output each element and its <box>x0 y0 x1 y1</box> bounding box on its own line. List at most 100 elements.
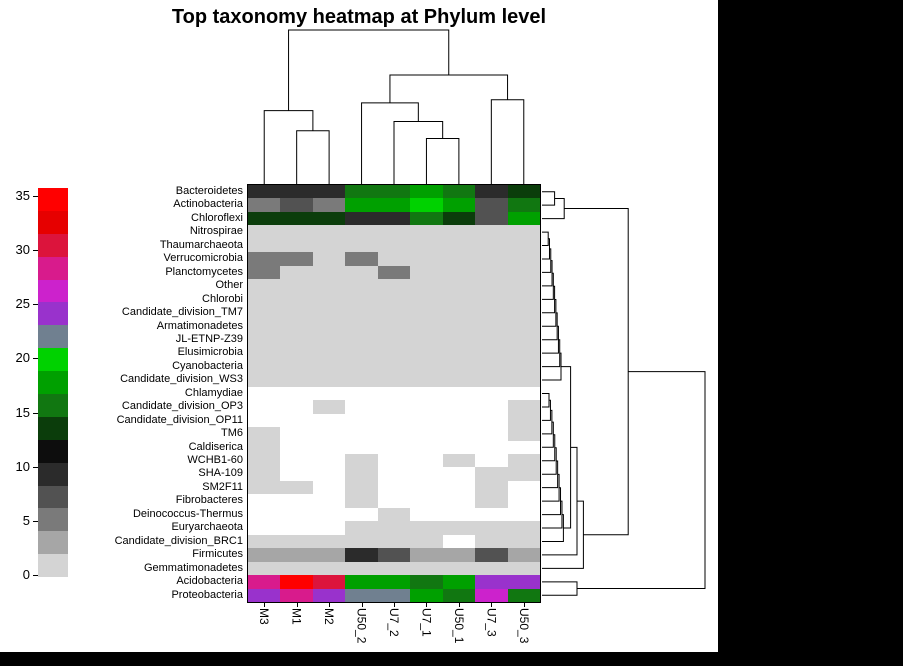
heatmap-cell <box>345 386 378 401</box>
heatmap-cell <box>280 319 313 333</box>
heatmap-cell <box>507 346 540 360</box>
row-dendrogram-branch <box>542 434 556 462</box>
heatmap-cell <box>280 427 313 441</box>
heatmap-cell <box>507 440 540 455</box>
colorbar-segment <box>38 371 68 395</box>
heatmap-cell <box>442 561 476 576</box>
column-tick <box>426 602 428 607</box>
heatmap-cell <box>377 332 411 347</box>
heatmap-cell <box>475 306 508 320</box>
heatmap-cell <box>442 480 476 495</box>
heatmap-cell <box>410 588 443 602</box>
column-label: U50_1 <box>451 608 466 644</box>
heatmap-cell <box>312 319 346 333</box>
colorbar-segment <box>38 577 68 601</box>
heatmap-cell <box>507 494 540 508</box>
row-dendrogram-branch <box>542 460 559 489</box>
heatmap-cell <box>248 521 281 535</box>
heatmap-cell <box>410 548 443 562</box>
heatmap-cell <box>507 521 540 535</box>
heatmap-cell <box>442 494 476 508</box>
heatmap-cell <box>345 292 378 307</box>
column-dendrogram-branch <box>288 29 450 111</box>
colorbar-segment <box>38 233 68 257</box>
heatmap-cell <box>280 346 313 360</box>
heatmap-cell <box>248 306 281 320</box>
column-dendrogram-branch <box>393 120 444 185</box>
colorbar-segment <box>38 439 68 463</box>
heatmap-cell <box>312 359 346 374</box>
row-dendrogram-branch <box>542 352 562 381</box>
heatmap-cell <box>507 332 540 347</box>
heatmap-cell <box>280 386 313 401</box>
row-dendrogram-branch <box>542 473 560 502</box>
heatmap-cell <box>475 480 508 495</box>
heatmap-figure: Top taxonomy heatmap at Phylum level 0 5 1… <box>0 0 718 652</box>
heatmap-cell <box>507 588 540 602</box>
heatmap-cell <box>312 332 346 347</box>
column-dendrogram-branch <box>389 74 509 103</box>
heatmap-cell <box>345 561 378 576</box>
heatmap-cell <box>377 252 411 266</box>
heatmap-cell <box>377 400 411 414</box>
heatmap-cell <box>280 185 313 199</box>
colorbar-tick-label: 0 <box>22 567 30 582</box>
heatmap-cell <box>345 225 378 239</box>
heatmap-cell <box>377 319 411 333</box>
color-scale-legend <box>38 188 68 601</box>
heatmap-cell <box>345 588 378 602</box>
heatmap-cell <box>442 359 476 374</box>
row-label: Thaumarchaeota <box>159 238 243 251</box>
row-label: Actinobacteria <box>173 198 243 211</box>
heatmap-cell <box>507 373 540 387</box>
row-label: Candidate_division_OP3 <box>121 400 243 413</box>
heatmap-cell <box>377 494 411 508</box>
heatmap-cell <box>377 413 411 428</box>
heatmap-cell <box>475 279 508 293</box>
heatmap-cell <box>475 265 508 280</box>
heatmap-cell <box>312 454 346 468</box>
row-label: Chlamydiae <box>184 386 243 399</box>
heatmap-cell <box>442 279 476 293</box>
heatmap-cell <box>377 306 411 320</box>
heatmap-cell <box>475 319 508 333</box>
heatmap-cell <box>442 386 476 401</box>
heatmap-cell <box>377 279 411 293</box>
row-label: Candidate_division_WS3 <box>120 373 243 386</box>
heatmap-cell <box>345 198 378 212</box>
heatmap-cell <box>248 238 281 253</box>
heatmap-cell <box>280 561 313 576</box>
heatmap-cell <box>377 359 411 374</box>
column-dendrogram-branch <box>361 102 419 185</box>
heatmap-cell <box>345 454 378 468</box>
heatmap-cell <box>410 279 443 293</box>
heatmap-cell <box>280 480 313 495</box>
heatmap-cell <box>248 198 281 212</box>
heatmap-cell <box>475 211 508 226</box>
heatmap-cell <box>507 561 540 576</box>
column-tick-marks <box>248 602 540 607</box>
heatmap-cell <box>410 319 443 333</box>
colorbar-segment <box>38 531 68 555</box>
heatmap-cell <box>280 306 313 320</box>
row-dendrogram-branch <box>542 248 552 273</box>
heatmap-cell <box>248 507 281 522</box>
row-label: SM2F11 <box>202 480 243 493</box>
heatmap-cell <box>280 279 313 293</box>
heatmap-cell <box>312 373 346 387</box>
row-label: Candidate_division_TM7 <box>121 306 243 319</box>
colorbar-segment <box>38 554 68 578</box>
heatmap-cell <box>410 198 443 212</box>
row-dendrogram-branch <box>542 421 554 448</box>
heatmap-cell <box>312 306 346 320</box>
column-label: U50_3 <box>516 608 531 644</box>
row-label: Caldiserica <box>188 440 243 453</box>
heatmap-cell <box>312 292 346 307</box>
heatmap-cell <box>312 413 346 428</box>
heatmap-cell <box>345 185 378 199</box>
row-dendrogram-branch <box>542 325 559 354</box>
heatmap-cell <box>345 265 378 280</box>
row-label: Euryarchaeota <box>171 521 243 534</box>
heatmap-cell <box>377 346 411 360</box>
heatmap-cell <box>248 386 281 401</box>
